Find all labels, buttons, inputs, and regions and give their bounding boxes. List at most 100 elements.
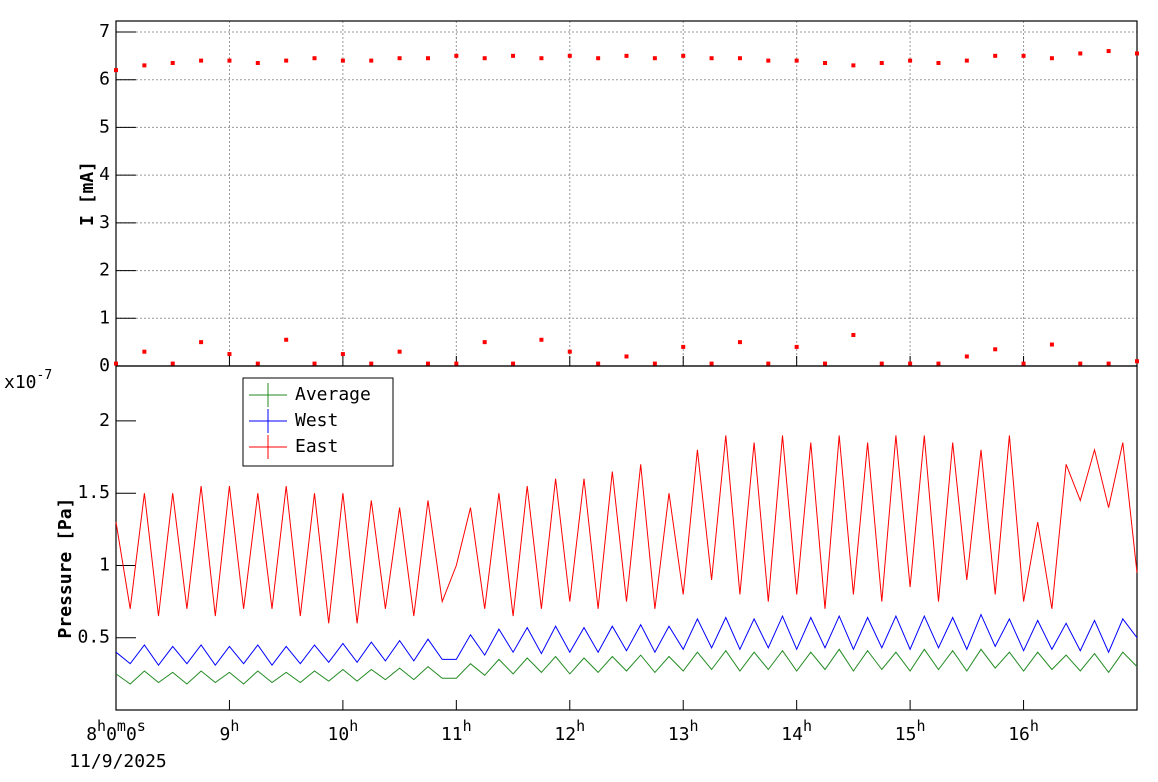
data-point <box>766 58 771 63</box>
data-point <box>1049 56 1054 61</box>
y-axis-label: Pressure [Pa] <box>55 498 76 639</box>
x-tick-label: 13h <box>668 717 699 746</box>
y-tick-label: 0 <box>99 355 110 376</box>
series-line <box>115 435 1138 624</box>
y-multiplier-base: x10 <box>4 372 37 393</box>
data-point <box>596 361 601 366</box>
x-tick-label: 10h <box>328 717 359 746</box>
number: 0 <box>126 724 137 745</box>
series-line <box>115 648 1138 685</box>
data-point <box>312 56 317 61</box>
data-point <box>823 361 828 366</box>
data-point <box>114 361 118 366</box>
data-point <box>936 60 941 65</box>
unit-superscript: h <box>803 717 812 735</box>
data-point <box>567 349 572 354</box>
x-tick-label: 8h0m0s <box>86 717 146 746</box>
data-point <box>794 344 799 349</box>
data-point <box>1021 53 1026 58</box>
data-point <box>1021 361 1026 366</box>
unit-superscript: h <box>576 717 585 735</box>
y-tick-label: 1.5 <box>77 482 110 503</box>
data-point <box>227 352 232 357</box>
data-point <box>397 349 402 354</box>
data-point <box>369 361 374 366</box>
data-point <box>511 53 516 58</box>
data-point <box>340 58 345 63</box>
number: 16 <box>1008 724 1030 745</box>
data-point <box>993 347 998 352</box>
data-point <box>681 344 686 349</box>
data-point <box>482 340 487 345</box>
data-point <box>454 53 459 58</box>
data-point <box>114 68 118 73</box>
plot-frame <box>115 365 1138 711</box>
data-point <box>454 361 459 366</box>
data-point <box>482 56 487 61</box>
data-point <box>539 56 544 61</box>
data-point <box>425 56 430 61</box>
data-point <box>170 361 175 366</box>
data-point <box>652 56 657 61</box>
data-point <box>312 361 317 366</box>
y-tick-label: 1 <box>99 307 110 328</box>
data-point <box>624 354 629 359</box>
data-point <box>851 332 856 337</box>
legend-label: West <box>295 410 338 431</box>
y-axis-label: I [mA] <box>77 161 98 226</box>
date-label: 11/9/2025 <box>69 751 167 772</box>
legend-label: East <box>295 436 338 457</box>
data-point <box>794 58 799 63</box>
y-multiplier: x10-7 <box>4 368 52 394</box>
x-tick-label: 12h <box>554 717 585 746</box>
series-line <box>115 613 1138 667</box>
data-point <box>255 361 260 366</box>
number: 0 <box>106 724 117 745</box>
y-tick-label: 7 <box>99 21 110 42</box>
unit-superscript: h <box>349 717 358 735</box>
data-point <box>567 53 572 58</box>
number: 15 <box>895 724 917 745</box>
data-point <box>1135 359 1139 364</box>
data-point <box>823 60 828 65</box>
data-point <box>936 361 941 366</box>
unit-superscript: s <box>137 717 146 735</box>
data-point <box>425 361 430 366</box>
number: 14 <box>781 724 803 745</box>
data-point <box>227 58 232 63</box>
unit-superscript: h <box>690 717 699 735</box>
unit-superscript: h <box>916 717 925 735</box>
number: 9 <box>220 724 231 745</box>
unit-superscript: h <box>463 717 472 735</box>
y-tick-label: 1 <box>99 554 110 575</box>
data-point <box>284 337 289 342</box>
data-point <box>624 53 629 58</box>
data-point <box>908 58 913 63</box>
y-tick-label: 5 <box>99 116 110 137</box>
x-tick-label: 11h <box>441 717 472 746</box>
y-tick-label: 2 <box>99 410 110 431</box>
data-point <box>681 53 686 58</box>
unit-superscript: h <box>97 717 106 735</box>
data-point <box>1106 49 1111 54</box>
x-tick-label: 9h <box>220 717 240 746</box>
unit-superscript: m <box>117 717 126 735</box>
data-point <box>142 63 147 68</box>
data-point <box>340 352 345 357</box>
data-point <box>397 56 402 61</box>
data-point <box>709 56 714 61</box>
data-point <box>993 53 998 58</box>
number: 11 <box>441 724 463 745</box>
data-point <box>964 354 969 359</box>
data-point <box>766 361 771 366</box>
data-point <box>1135 51 1139 56</box>
data-point <box>596 56 601 61</box>
data-point <box>369 58 374 63</box>
data-point <box>255 60 260 65</box>
data-point <box>199 340 204 345</box>
data-point <box>908 361 913 366</box>
y-tick-label: 6 <box>99 69 110 90</box>
y-multiplier-exponent: -7 <box>37 368 53 383</box>
data-point <box>170 60 175 65</box>
